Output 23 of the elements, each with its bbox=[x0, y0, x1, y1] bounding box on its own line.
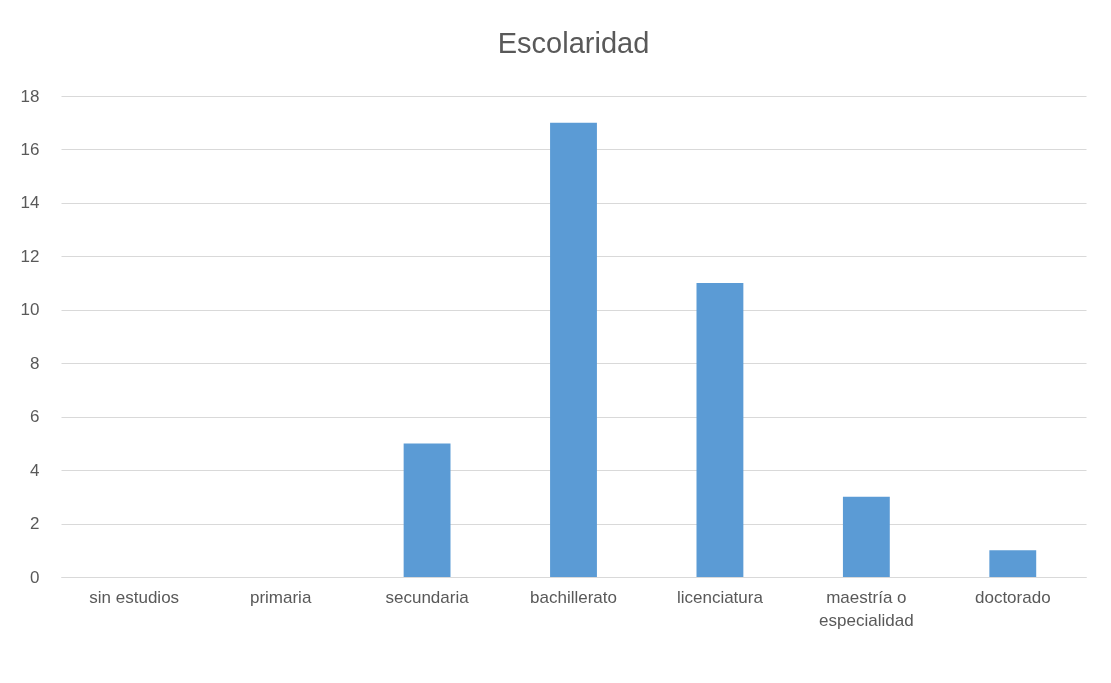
y-tick-label: 14 bbox=[20, 193, 40, 213]
y-tick-label: 10 bbox=[20, 300, 40, 320]
x-tick-label: secundaria bbox=[385, 587, 470, 607]
x-tick-label: bachillerato bbox=[530, 587, 617, 607]
y-tick-label: 0 bbox=[30, 567, 40, 587]
x-tick-label: doctorado bbox=[974, 587, 1051, 607]
x-tick-label: maestría o especialidad bbox=[819, 587, 914, 630]
x-tick-label: primaria bbox=[249, 587, 312, 607]
bar bbox=[550, 122, 597, 577]
chart-title: Escolaridad bbox=[497, 27, 650, 59]
y-tick-label: 12 bbox=[20, 246, 40, 266]
bar bbox=[696, 283, 744, 577]
y-tick-label: 16 bbox=[20, 139, 40, 159]
y-tick-label: 6 bbox=[30, 407, 40, 427]
bar bbox=[842, 496, 890, 577]
x-tick-label: sin estudios bbox=[89, 587, 180, 607]
bar bbox=[403, 443, 451, 577]
y-tick-label: 18 bbox=[20, 86, 40, 106]
y-tick-label: 2 bbox=[30, 514, 40, 534]
y-tick-label: 4 bbox=[30, 460, 40, 480]
bar bbox=[989, 550, 1037, 577]
x-tick-label: licenciatura bbox=[676, 587, 764, 607]
y-tick-label: 8 bbox=[30, 353, 40, 373]
